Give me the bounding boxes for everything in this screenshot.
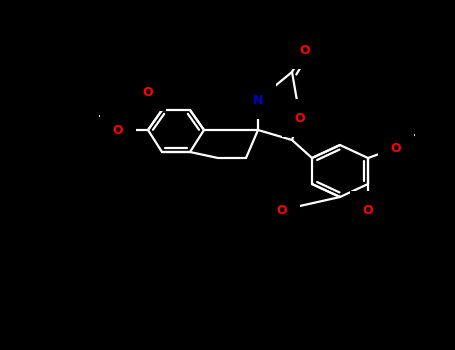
- Text: O: O: [300, 43, 310, 56]
- Text: O: O: [295, 112, 305, 125]
- Text: O: O: [363, 203, 373, 217]
- Text: O: O: [277, 203, 287, 217]
- Text: O: O: [113, 124, 123, 136]
- Text: N: N: [253, 93, 263, 106]
- Text: O: O: [391, 141, 401, 154]
- Text: O: O: [143, 85, 153, 98]
